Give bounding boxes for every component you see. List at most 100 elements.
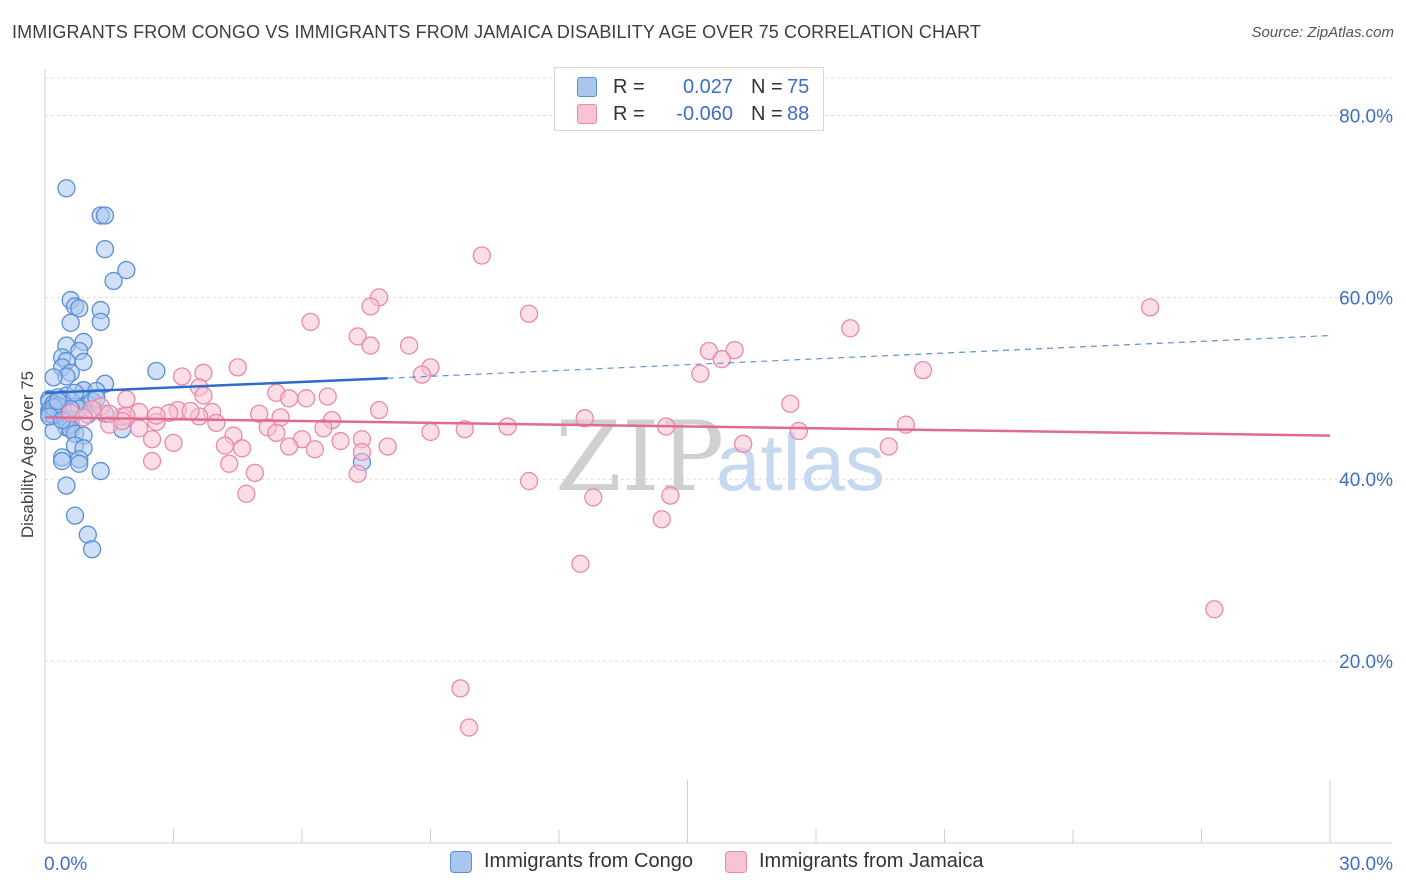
congo-n-label: N = [751,75,783,98]
jamaica-point [519,471,539,491]
jamaica-point [164,433,183,453]
congo-r-label: R = [613,75,645,98]
congo-point [52,451,72,471]
jamaica-n-label: N = [751,102,783,125]
congo-point [95,240,115,259]
jamaica-point [237,484,256,503]
jamaica-point [378,437,397,456]
jamaica-point [181,401,200,421]
congo-point [74,352,93,372]
jamaica-point [331,431,350,451]
y-tick-label: 40.0% [1339,470,1393,491]
jamaica-point [571,554,590,573]
jamaica-point [228,358,247,377]
y-tick-label: 60.0% [1339,288,1393,309]
congo-point [70,299,89,318]
jamaica-point [519,304,539,323]
jamaica-point [879,437,898,456]
legend-item-congo[interactable]: Immigrants from Congo [450,850,693,873]
legend-item-jamaica[interactable]: Immigrants from Jamaica [725,850,984,873]
jamaica-point [314,419,333,438]
source-credit: Source: ZipAtlas.com [1251,24,1394,41]
congo-point [104,271,123,291]
congo-point [91,461,110,481]
jamaica-point [455,420,474,439]
jamaica-n-value: 88 [787,102,810,125]
jamaica-point [734,434,753,453]
jamaica-point [699,341,719,361]
x-tick-label: 0.0% [44,854,87,875]
congo-point [91,312,110,332]
jamaica-point [498,417,517,436]
congo-legend-label: Immigrants from Congo [484,850,693,872]
congo-swatch [577,77,597,97]
jamaica-point [142,430,162,449]
congo-point [61,313,80,332]
jamaica-point [220,454,239,473]
jamaica-point [472,246,492,265]
jamaica-point [661,486,680,505]
jamaica-point [1205,600,1224,619]
y-axis-title: Disability Age Over 75 [18,371,37,538]
series-legend: Immigrants from Congo Immigrants from Ja… [0,850,1406,878]
jamaica-trend-line [44,416,1331,437]
jamaica-point [250,404,269,423]
jamaica-point [215,436,235,455]
correlation-legend: R = 0.027 N = 75 R = -0.060 N = 88 [554,67,824,131]
jamaica-legend-label: Immigrants from Jamaica [759,850,984,872]
jamaica-point [652,510,671,529]
congo-point [117,260,136,280]
jamaica-point [841,319,860,338]
jamaica-point [267,423,286,443]
jamaica-point [147,406,166,425]
jamaica-point [361,297,380,316]
jamaica-point [245,463,265,483]
y-tick-label: 80.0% [1339,106,1393,127]
x-tick-label: 30.0% [1339,854,1393,875]
jamaica-point [459,718,479,737]
jamaica-point [584,488,603,507]
jamaica-point [712,350,731,369]
jamaica-point [279,437,299,456]
jamaica-point [913,360,933,380]
congo-point [147,361,166,381]
jamaica-point [142,451,162,471]
legend-row-jamaica: R = -0.060 N = 88 [577,101,809,127]
jamaica-point [348,327,367,346]
jamaica-point [691,364,710,383]
axes [44,70,1392,844]
congo-point [65,506,85,525]
jamaica-point [412,365,432,384]
jamaica-point [1140,298,1160,317]
jamaica-point [352,442,372,462]
legend-row-congo: R = 0.027 N = 75 [577,74,809,100]
jamaica-point [451,679,470,698]
jamaica-r-value: -0.060 [676,102,733,125]
jamaica-point [575,409,594,428]
congo-point [57,476,76,495]
jamaica-point [361,336,380,355]
congo-point [82,540,102,559]
congo-n-value: 75 [787,75,810,98]
jamaica-point [369,400,389,420]
congo-point [57,179,76,198]
jamaica-point [789,421,809,441]
jamaica-point [348,464,367,483]
congo-point [70,454,89,473]
jamaica-point [318,387,337,406]
congo-legend-swatch [450,850,472,873]
jamaica-point [301,312,320,332]
jamaica-point [117,390,136,409]
grid [45,77,1392,662]
jamaica-point [305,440,325,459]
jamaica-point [781,394,800,413]
jamaica-point [279,389,299,408]
congo-point [44,368,63,387]
congo-point [95,206,115,225]
jamaica-r-label: R = [613,102,645,125]
y-tick-label: 20.0% [1339,652,1393,673]
jamaica-point [100,404,119,423]
jamaica-point [194,386,213,405]
jamaica-swatch [577,104,597,124]
